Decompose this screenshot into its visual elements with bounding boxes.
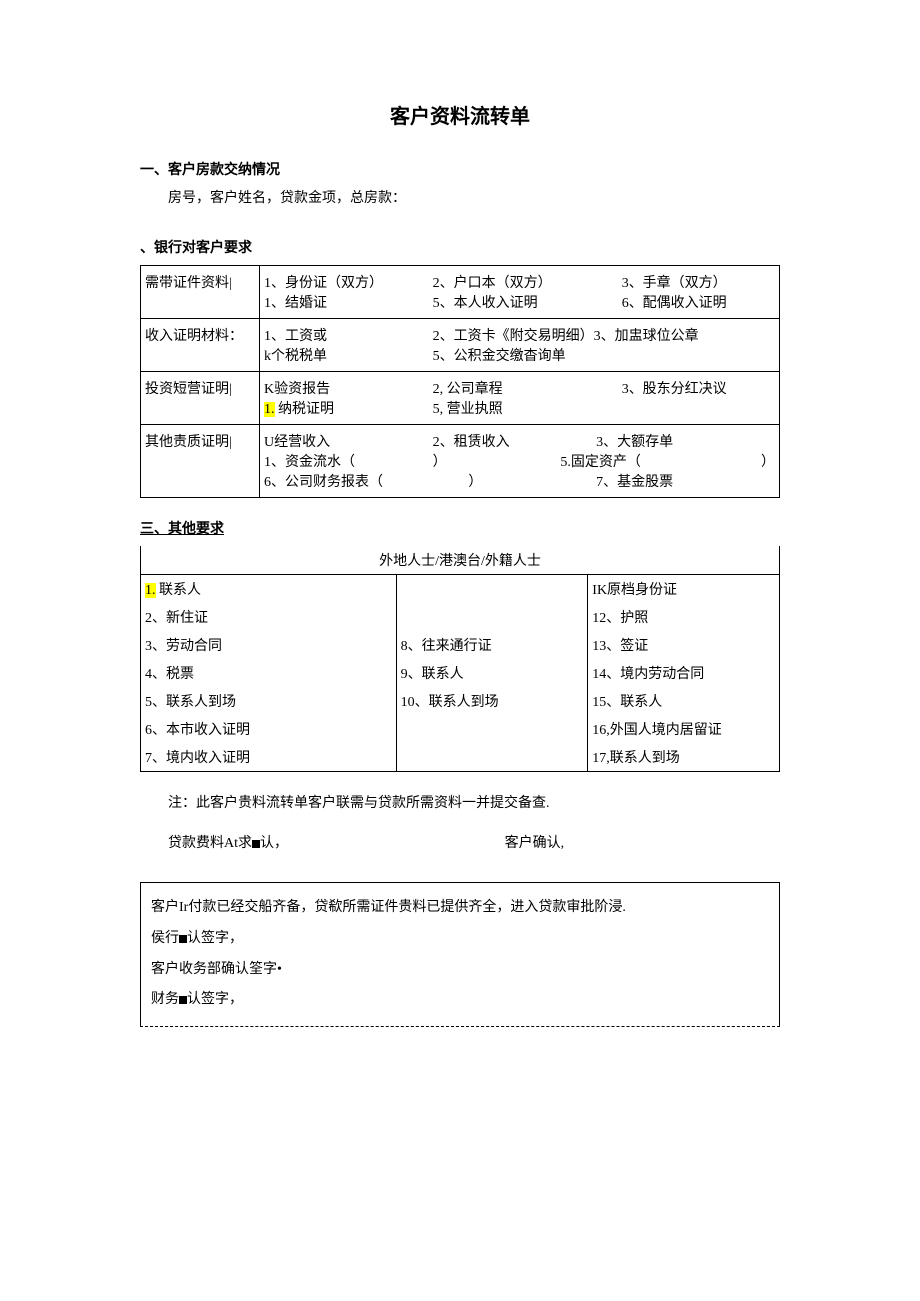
cell: ） [714, 451, 775, 471]
black-square-icon [179, 996, 187, 1004]
cell [396, 603, 588, 631]
cell: 16,外国人境内居留证 [588, 715, 780, 743]
cell: 3、大额存单 [596, 431, 775, 451]
section1-line: 房号，客户姓名，贷款金项，总房款： [168, 187, 780, 207]
table-row: 其他责质证明| U经营收入 2、租赁收入 3、大额存单 1、资金流水（ ） 5.… [141, 425, 780, 498]
cell: 5、公积金交缴杳询单 [433, 345, 775, 365]
doc-title: 客户资料流转单 [140, 100, 780, 129]
table-row: 投资短营证明| K验资报告 2, 公司章程 3、股东分红决议 1. 纳税证明 5… [141, 372, 780, 425]
section3-heading: 三、其他要求 [140, 518, 780, 538]
cell: 2、新住证 [141, 603, 397, 631]
cell: 8、往来通行证 [396, 631, 588, 659]
other-requirements-table: 外地人士/港澳台/外籍人士 1. 联系人 IK原档身份证 2、新住证 12、护照… [140, 546, 780, 772]
cell: U经营收入 [264, 431, 433, 451]
row-label: 收入证明材料： [141, 319, 260, 372]
cell: 3、劳动合同 [141, 631, 397, 659]
cell: 2、户口本（双方） [433, 272, 622, 292]
cell: 9、联系人 [396, 659, 588, 687]
cell: 1、结婚证 [264, 292, 433, 312]
table-header-row: 外地人士/港澳台/外籍人士 [141, 546, 780, 575]
cell: 14、境内劳动合同 [588, 659, 780, 687]
cell: 5, 营业执照 [433, 398, 775, 418]
table-row: 3、劳动合同 8、往来通行证 13、签证 [141, 631, 780, 659]
highlight: 1. [264, 402, 275, 417]
cell: 7、境内收入证明 [141, 743, 397, 772]
cell: 1、资金流水（ [264, 451, 433, 471]
note-text: 注：此客户贵料流转单客户联需与贷款所需资料一并提交备查. [168, 792, 780, 812]
row-content: 1、身份证（双方） 2、户口本（双方） 3、手章（双方） 1、结婚证 5、本人收… [260, 266, 780, 319]
cell [396, 743, 588, 772]
cell: 10、联系人到场 [396, 687, 588, 715]
cell: 5、联系人到场 [141, 687, 397, 715]
black-square-icon [252, 840, 260, 848]
cell: K验资报告 [264, 378, 433, 398]
box-line: 客户Ir付款已经交船齐备，贷欷所需证件贵料已提供齐全，进入贷款审批阶浸. [151, 893, 769, 924]
confirmation-box: 客户Ir付款已经交船齐备，贷欷所需证件贵料已提供齐全，进入贷款审批阶浸. 侯行认… [140, 882, 780, 1027]
signature-row: 贷款费料At求认， 客户确认, [168, 832, 780, 852]
cell: 12、护照 [588, 603, 780, 631]
table-header: 外地人士/港澳台/外籍人士 [141, 546, 780, 575]
table-row: 需带证件资料| 1、身份证（双方） 2、户口本（双方） 3、手章（双方） 1、结… [141, 266, 780, 319]
table-row: 4、税票 9、联系人 14、境内劳动合同 [141, 659, 780, 687]
section2-heading: 、银行对客户要求 [140, 237, 780, 257]
cell: 5、本人收入证明 [433, 292, 622, 312]
table-row: 收入证明材料： 1、工资或 2、工资卡《附交易明细）3、加盅球位公章 k个税税单… [141, 319, 780, 372]
row-content: 1、工资或 2、工资卡《附交易明细）3、加盅球位公章 k个税税单 5、公积金交缴… [260, 319, 780, 372]
sig-left: 贷款费料At求认， [168, 832, 505, 852]
cell: 17,联系人到场 [588, 743, 780, 772]
row-label: 投资短营证明| [141, 372, 260, 425]
table-row: 7、境内收入证明 17,联系人到场 [141, 743, 780, 772]
cell: 15、联系人 [588, 687, 780, 715]
cell: 6、本市收入证明 [141, 715, 397, 743]
cell [396, 575, 588, 604]
cell: 6、公司财务报表（ [264, 471, 468, 491]
cell: 13、签证 [588, 631, 780, 659]
section1-heading: 一、客户房款交纳情况 [140, 159, 780, 179]
cell: IK原档身份证 [588, 575, 780, 604]
row-content: K验资报告 2, 公司章程 3、股东分红决议 1. 纳税证明 5, 营业执照 [260, 372, 780, 425]
table-row: 1. 联系人 IK原档身份证 [141, 575, 780, 604]
black-square-icon [179, 935, 187, 943]
table-row: 2、新住证 12、护照 [141, 603, 780, 631]
cell: k个税税单 [264, 345, 433, 365]
cell: 2、工资卡《附交易明细）3、加盅球位公章 [433, 325, 775, 345]
cell: ） [468, 471, 596, 491]
cell: 3、股东分红决议 [622, 378, 775, 398]
cell: 3、手章（双方） [622, 272, 775, 292]
cell: 5.固定资产（ [560, 451, 713, 471]
cell: 1. 纳税证明 [264, 398, 433, 418]
cell: 2, 公司章程 [433, 378, 622, 398]
row-label: 其他责质证明| [141, 425, 260, 498]
table-row: 6、本市收入证明 16,外国人境内居留证 [141, 715, 780, 743]
cell: 1、工资或 [264, 325, 433, 345]
cell [396, 715, 588, 743]
cell: ） [433, 451, 561, 471]
bank-requirements-table: 需带证件资料| 1、身份证（双方） 2、户口本（双方） 3、手章（双方） 1、结… [140, 265, 780, 498]
row-content: U经营收入 2、租赁收入 3、大额存单 1、资金流水（ ） 5.固定资产（ ） … [260, 425, 780, 498]
table-row: 5、联系人到场 10、联系人到场 15、联系人 [141, 687, 780, 715]
cell: 6、配偶收入证明 [622, 292, 775, 312]
cell: 7、基金股票 [596, 471, 775, 491]
row-label: 需带证件资料| [141, 266, 260, 319]
sig-right: 客户确认, [505, 832, 565, 852]
box-line: 侯行认签字， [151, 924, 769, 955]
highlight: 1. [145, 583, 156, 598]
box-line: 财务认签字， [151, 985, 769, 1016]
cell: 1、身份证（双方） [264, 272, 433, 292]
box-line: 客户收务部确认筌字• [151, 955, 769, 986]
cell: 4、税票 [141, 659, 397, 687]
cell: 1. 联系人 [141, 575, 397, 604]
cell: 2、租赁收入 [433, 431, 597, 451]
